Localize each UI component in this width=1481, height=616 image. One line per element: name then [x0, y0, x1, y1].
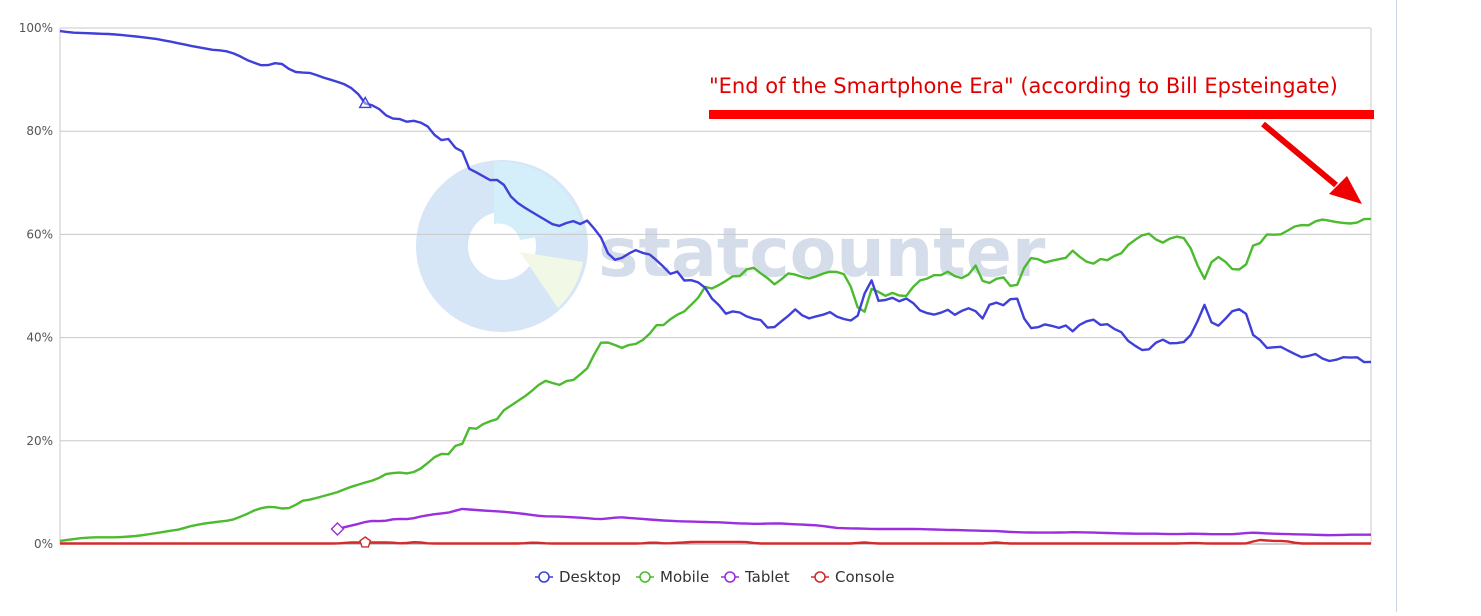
annotation-text: "End of the Smartphone Era" (according t… [709, 74, 1338, 98]
legend-swatch-marker [639, 571, 651, 583]
legend-item-mobile[interactable]: Mobile [636, 568, 709, 586]
watermark-logo-wedge-a [494, 161, 583, 240]
y-tick-label: 100% [19, 21, 53, 35]
series-line-tablet [337, 507, 1371, 537]
series-line-mobile [59, 217, 1372, 543]
watermark-logo-wedge-b [520, 252, 583, 308]
tablet-marker [330, 522, 345, 537]
series-line-desktop [59, 29, 1372, 364]
annotation-arrow-shaft [1261, 121, 1338, 188]
series [59, 29, 1372, 545]
legend-label: Tablet [744, 568, 790, 586]
legend-item-desktop[interactable]: Desktop [535, 568, 621, 586]
desktop-marker [358, 95, 372, 109]
series-line-console [60, 538, 1371, 545]
annotation-arrow-head [1329, 176, 1362, 204]
y-tick-label: 60% [26, 227, 53, 241]
watermark: statcounter [416, 160, 1046, 332]
annotation: "End of the Smartphone Era" (according t… [709, 74, 1374, 204]
watermark-logo-center [470, 228, 514, 272]
legend-item-tablet[interactable]: Tablet [721, 568, 790, 586]
legend-swatch-marker [814, 571, 826, 583]
watermark-text: statcounter [598, 214, 1046, 293]
y-tick-label: 80% [26, 124, 53, 138]
annotation-underline [709, 110, 1374, 119]
legend-swatch-marker [538, 571, 550, 583]
y-axis: 0% 20% 40% 60% 80% 100% [19, 21, 53, 551]
legend-label: Mobile [660, 568, 709, 586]
panel-divider [1396, 0, 1397, 612]
legend-swatch-marker [724, 571, 736, 583]
legend-label: Desktop [559, 568, 621, 586]
y-tick-label: 0% [34, 537, 53, 551]
legend-label: Console [835, 568, 895, 586]
y-tick-label: 40% [26, 331, 53, 345]
console-marker [359, 536, 372, 548]
markers [330, 95, 372, 548]
y-tick-label: 20% [26, 434, 53, 448]
legend-item-console[interactable]: Console [811, 568, 895, 586]
legend: Desktop Mobile Tablet Console [535, 568, 895, 586]
